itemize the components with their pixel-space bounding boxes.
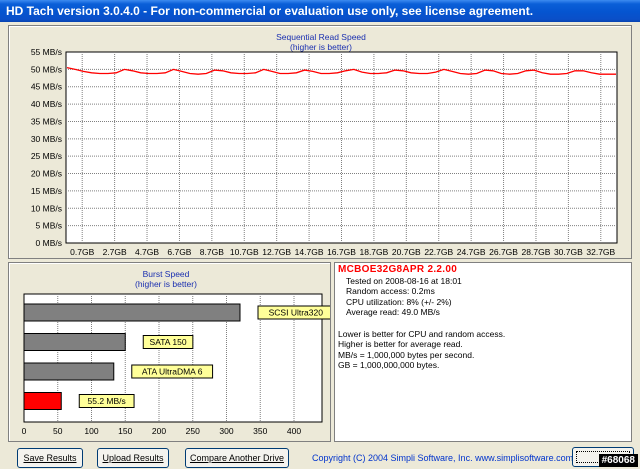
seq-x-tick-label: 2.7GB — [103, 247, 127, 257]
seq-y-tick-label: 45 MB/s — [31, 82, 62, 92]
note-line: MB/s = 1,000,000 bytes per second. — [338, 349, 475, 360]
burst-bar-label-box — [142, 335, 194, 349]
seq-x-tick-label: 20.7GB — [392, 247, 421, 257]
burst-bar-label: SATA 150 — [150, 337, 187, 347]
note-line: Higher is better for average read. — [338, 339, 463, 349]
burst-x-tick-label: 300 — [219, 426, 233, 436]
burst-bar-label-box — [257, 305, 330, 320]
window-title: HD Tach version 3.0.4.0 - For non-commer… — [0, 0, 640, 22]
burst-bar-label: ATA UltraDMA 6 — [142, 367, 203, 377]
seq-x-tick-label: 0.7GB — [70, 247, 94, 257]
seq-x-tick-label: 10.7GB — [230, 247, 259, 257]
seq-x-tick-label: 8.7GB — [200, 247, 224, 257]
seq-chart-title: Sequential Read Speed — [276, 32, 366, 42]
seq-y-tick-label: 40 MB/s — [31, 99, 62, 109]
burst-x-tick-label: 250 — [186, 426, 200, 436]
average-read: Average read: 49.0 MB/s — [346, 307, 440, 317]
seq-y-tick-label: 50 MB/s — [31, 64, 62, 74]
seq-y-tick-label: 35 MB/s — [31, 116, 62, 126]
sequential-read-panel: Sequential Read Speed (higher is better)… — [8, 25, 632, 259]
save-results-button[interactable]: Save Results — [17, 448, 83, 468]
burst-x-tick-label: 400 — [287, 426, 301, 436]
random-access: Random access: 0.2ms — [346, 286, 435, 296]
seq-x-tick-label: 18.7GB — [359, 247, 388, 257]
seq-x-tick-label: 24.7GB — [457, 247, 486, 257]
drive-info-panel: MCBOE32G8APR 2.2.00 Tested on 2008-08-16… — [334, 262, 632, 442]
cpu-utilization: CPU utilization: 8% (+/- 2%) — [346, 296, 452, 307]
burst-bar — [23, 303, 241, 322]
seq-y-tick-label: 5 MB/s — [36, 221, 62, 231]
sequential-read-line — [66, 66, 616, 75]
burst-x-tick-label: 50 — [53, 426, 63, 436]
copyright-link[interactable]: Copyright (C) 2004 Simpli Software, Inc.… — [312, 453, 574, 463]
seq-x-tick-label: 14.7GB — [295, 247, 324, 257]
note-line: Lower is better for CPU and random acces… — [338, 328, 506, 339]
seq-y-tick-label: 15 MB/s — [31, 186, 62, 196]
seq-chart-subtitle: (higher is better) — [290, 42, 352, 52]
seq-x-tick-label: 12.7GB — [262, 247, 291, 257]
seq-x-tick-label: 6.7GB — [167, 247, 191, 257]
seq-y-tick-label: 0 MB/s — [36, 238, 62, 248]
burst-x-tick-label: 100 — [84, 426, 98, 436]
burst-x-tick-label: 150 — [118, 426, 132, 436]
burst-x-tick-label: 0 — [22, 426, 27, 436]
seq-y-tick-label: 25 MB/s — [31, 151, 62, 161]
burst-chart-title: Burst Speed — [143, 269, 190, 279]
burst-speed-panel: Burst Speed (higher is better) SCSI Ultr… — [8, 262, 331, 442]
seq-x-tick-label: 26.7GB — [489, 247, 518, 257]
burst-bar — [23, 392, 62, 410]
seq-y-tick-label: 10 MB/s — [31, 203, 62, 213]
burst-bar-label-box — [131, 364, 214, 379]
watermark-badge: #68068 — [598, 454, 638, 467]
seq-x-tick-label: 22.7GB — [424, 247, 453, 257]
compare-drive-button[interactable]: Compare Another Drive — [185, 448, 289, 468]
seq-x-tick-label: 4.7GB — [135, 247, 159, 257]
seq-plot-area — [65, 51, 618, 244]
seq-y-tick-label: 30 MB/s — [31, 134, 62, 144]
seq-x-tick-label: 32.7GB — [586, 247, 615, 257]
burst-bar — [23, 362, 115, 381]
seq-x-tick-label: 16.7GB — [327, 247, 356, 257]
burst-x-tick-label: 200 — [152, 426, 166, 436]
burst-bar-label-box — [78, 394, 135, 408]
seq-y-tick-label: 55 MB/s — [31, 47, 62, 57]
burst-chart-subtitle: (higher is better) — [135, 279, 197, 289]
drive-model: MCBOE32G8APR 2.2.00 — [338, 264, 458, 275]
seq-y-tick-label: 20 MB/s — [31, 169, 62, 179]
burst-bar-label: SCSI Ultra320 — [269, 308, 324, 318]
upload-results-button[interactable]: Upload Results — [97, 448, 169, 468]
note-line: GB = 1,000,000,000 bytes. — [338, 360, 440, 370]
seq-x-tick-label: 30.7GB — [554, 247, 583, 257]
burst-speed-chart: Burst Speed (higher is better) SCSI Ultr… — [22, 269, 330, 436]
burst-x-tick-label: 350 — [253, 426, 267, 436]
sequential-read-chart: Sequential Read Speed (higher is better)… — [31, 32, 618, 257]
test-date: Tested on 2008-08-16 at 18:01 — [346, 275, 462, 286]
burst-bar-label: 55.2 MB/s — [88, 396, 126, 406]
seq-x-tick-label: 28.7GB — [522, 247, 551, 257]
drive-info: MCBOE32G8APR 2.2.00 Tested on 2008-08-16… — [338, 264, 628, 437]
burst-bar — [23, 333, 126, 351]
